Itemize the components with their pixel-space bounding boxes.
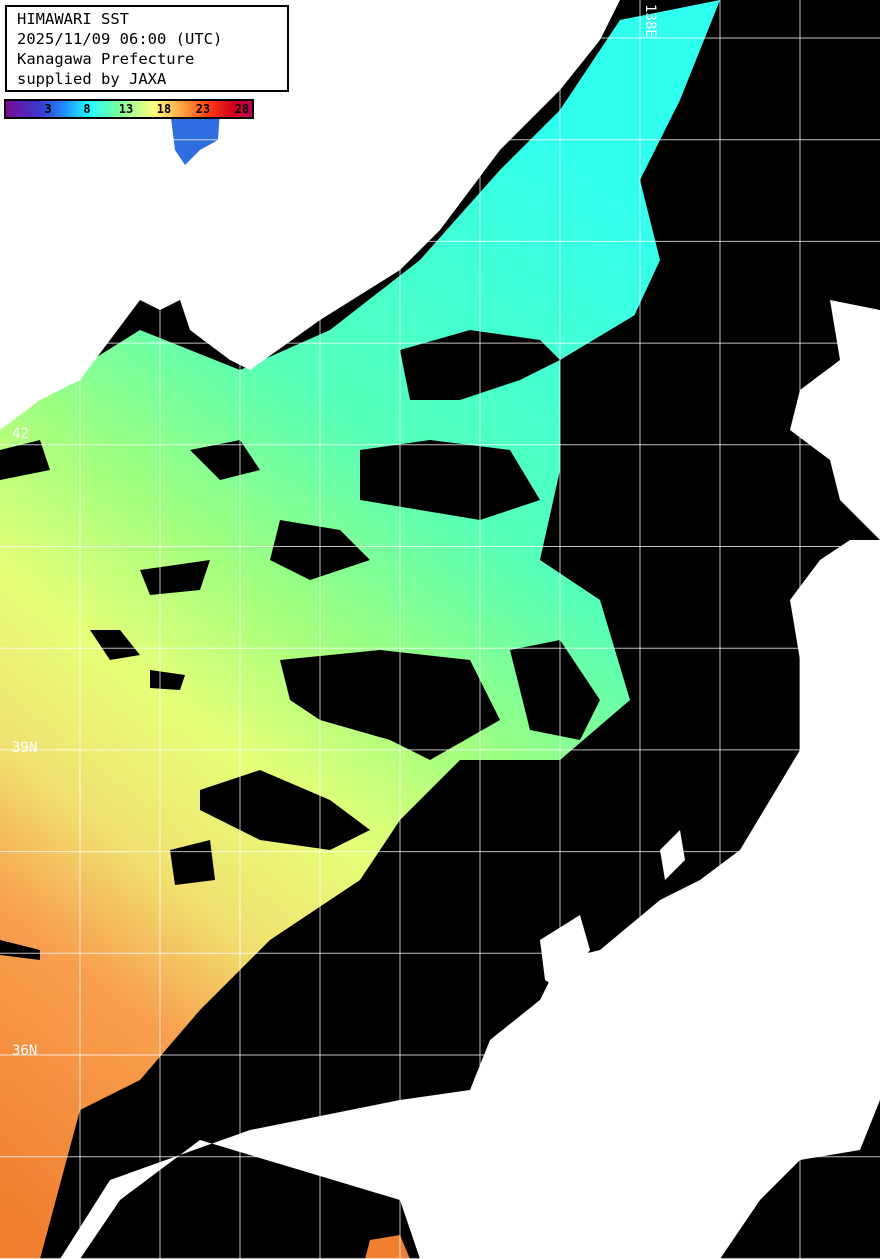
- title-credit: supplied by JAXA: [17, 70, 167, 88]
- title-datetime: 2025/11/09 06:00 (UTC): [17, 30, 223, 48]
- land-honshu: [60, 540, 880, 1259]
- title-box: HIMAWARI SST 2025/11/09 06:00 (UTC) Kana…: [5, 5, 289, 92]
- land-hokkaido: [790, 300, 880, 540]
- lat-label-39n: 39N: [12, 740, 38, 756]
- warm-water-patch: [365, 1235, 410, 1259]
- colorbar-tick: 3: [44, 102, 52, 116]
- land-sado: [660, 830, 685, 880]
- lat-label-36n: 36N: [12, 1043, 38, 1059]
- cold-water-patch: [170, 110, 220, 165]
- land-noto: [540, 915, 590, 990]
- colorbar-tick: 18: [156, 102, 172, 116]
- sea-surface: [0, 0, 720, 1259]
- colorbar-tick: 23: [195, 102, 211, 116]
- lat-label-42: 42: [12, 426, 29, 442]
- colorbar-tick: 8: [83, 102, 91, 116]
- title-product: HIMAWARI SST: [17, 10, 129, 28]
- colorbar-tick: 13: [118, 102, 134, 116]
- colorbar: 3 8 13 18 23 28: [4, 99, 254, 119]
- lon-label-138e: 138E: [642, 4, 658, 38]
- title-source: Kanagawa Prefecture: [17, 50, 195, 68]
- colorbar-tick: 28: [234, 102, 250, 116]
